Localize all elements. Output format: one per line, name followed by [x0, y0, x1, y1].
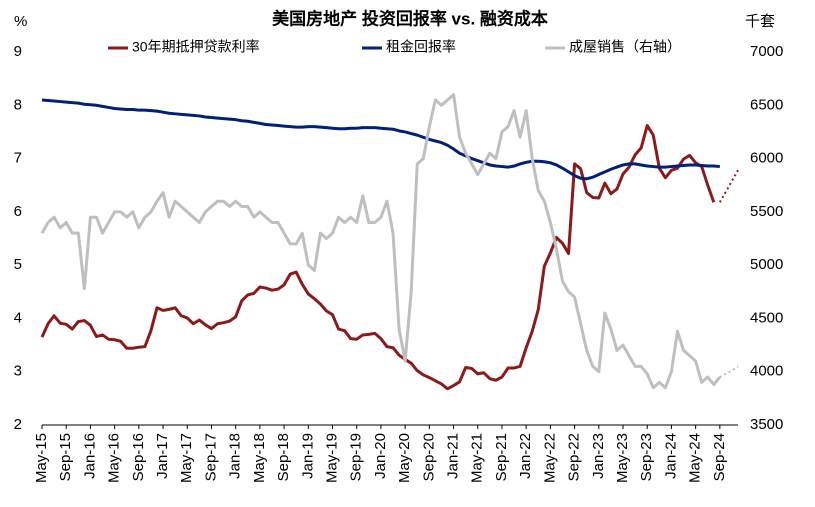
x-tick-label: Jan-19: [299, 433, 316, 479]
y2-tick-label: 6500: [750, 96, 783, 113]
x-tick-label: May-23: [614, 433, 631, 483]
x-tick-label: Sep-18: [275, 433, 292, 481]
x-tick-label: Sep-22: [566, 433, 583, 481]
y2-tick-label: 4500: [750, 309, 783, 326]
x-tick-label: Jan-22: [517, 433, 534, 479]
y2-tick-label: 4000: [750, 363, 783, 380]
y-tick-label: 6: [14, 203, 22, 220]
x-tick-label: Sep-19: [348, 433, 365, 481]
y-tick-label: 7: [14, 150, 22, 167]
y2-axis-unit: 千套: [745, 13, 775, 30]
y-tick-label: 5: [14, 256, 22, 273]
x-tick-label: May-15: [33, 433, 50, 483]
x-tick-label: Sep-15: [57, 433, 74, 481]
x-tick-label: May-20: [396, 433, 413, 483]
y-tick-label: 9: [14, 43, 22, 60]
x-tick-label: Jan-17: [154, 433, 171, 479]
y2-tick-label: 3500: [750, 416, 783, 433]
y-tick-label: 2: [14, 416, 22, 433]
x-tick-label: Jan-20: [372, 433, 389, 479]
series-line: [718, 169, 739, 203]
y2-tick-label: 7000: [750, 43, 783, 60]
x-tick-label: May-16: [106, 433, 123, 483]
legend-label: 租金回报率: [386, 39, 456, 55]
y-tick-label: 8: [14, 96, 22, 113]
x-tick-label: May-22: [541, 433, 558, 483]
series-line: [719, 365, 739, 378]
x-tick-label: May-17: [178, 433, 195, 483]
y-tick-label: 3: [14, 363, 22, 380]
y-tick-label: 4: [14, 309, 22, 326]
x-tick-label: Sep-17: [202, 433, 219, 481]
y-axis-unit: %: [14, 13, 27, 30]
x-tick-label: Jan-21: [445, 433, 462, 479]
chart-title: 美国房地产 投资回报率 vs. 融资成本: [272, 8, 548, 28]
legend-label: 30年期抵押贷款利率: [132, 39, 260, 55]
x-tick-label: Sep-21: [493, 433, 510, 481]
y2-tick-label: 5500: [750, 203, 783, 220]
x-tick-label: Jan-18: [227, 433, 244, 479]
x-tick-label: Sep-16: [130, 433, 147, 481]
series-line: [41, 98, 720, 181]
x-tick-label: May-24: [687, 433, 704, 483]
y2-tick-label: 6000: [750, 150, 783, 167]
x-tick-label: May-18: [251, 433, 268, 483]
series-line: [40, 124, 716, 391]
legend-label: 成屋销售（右轴）: [569, 39, 681, 55]
x-tick-label: May-21: [469, 433, 486, 483]
x-tick-label: Jan-23: [590, 433, 607, 479]
x-tick-label: May-19: [323, 433, 340, 483]
x-tick-label: Sep-23: [638, 433, 655, 481]
x-tick-label: Sep-24: [711, 433, 728, 481]
x-tick-label: Jan-24: [662, 433, 679, 479]
x-tick-label: Sep-20: [420, 433, 437, 481]
x-tick-label: Jan-16: [81, 433, 98, 479]
series-line: [40, 93, 722, 390]
y2-tick-label: 5000: [750, 256, 783, 273]
